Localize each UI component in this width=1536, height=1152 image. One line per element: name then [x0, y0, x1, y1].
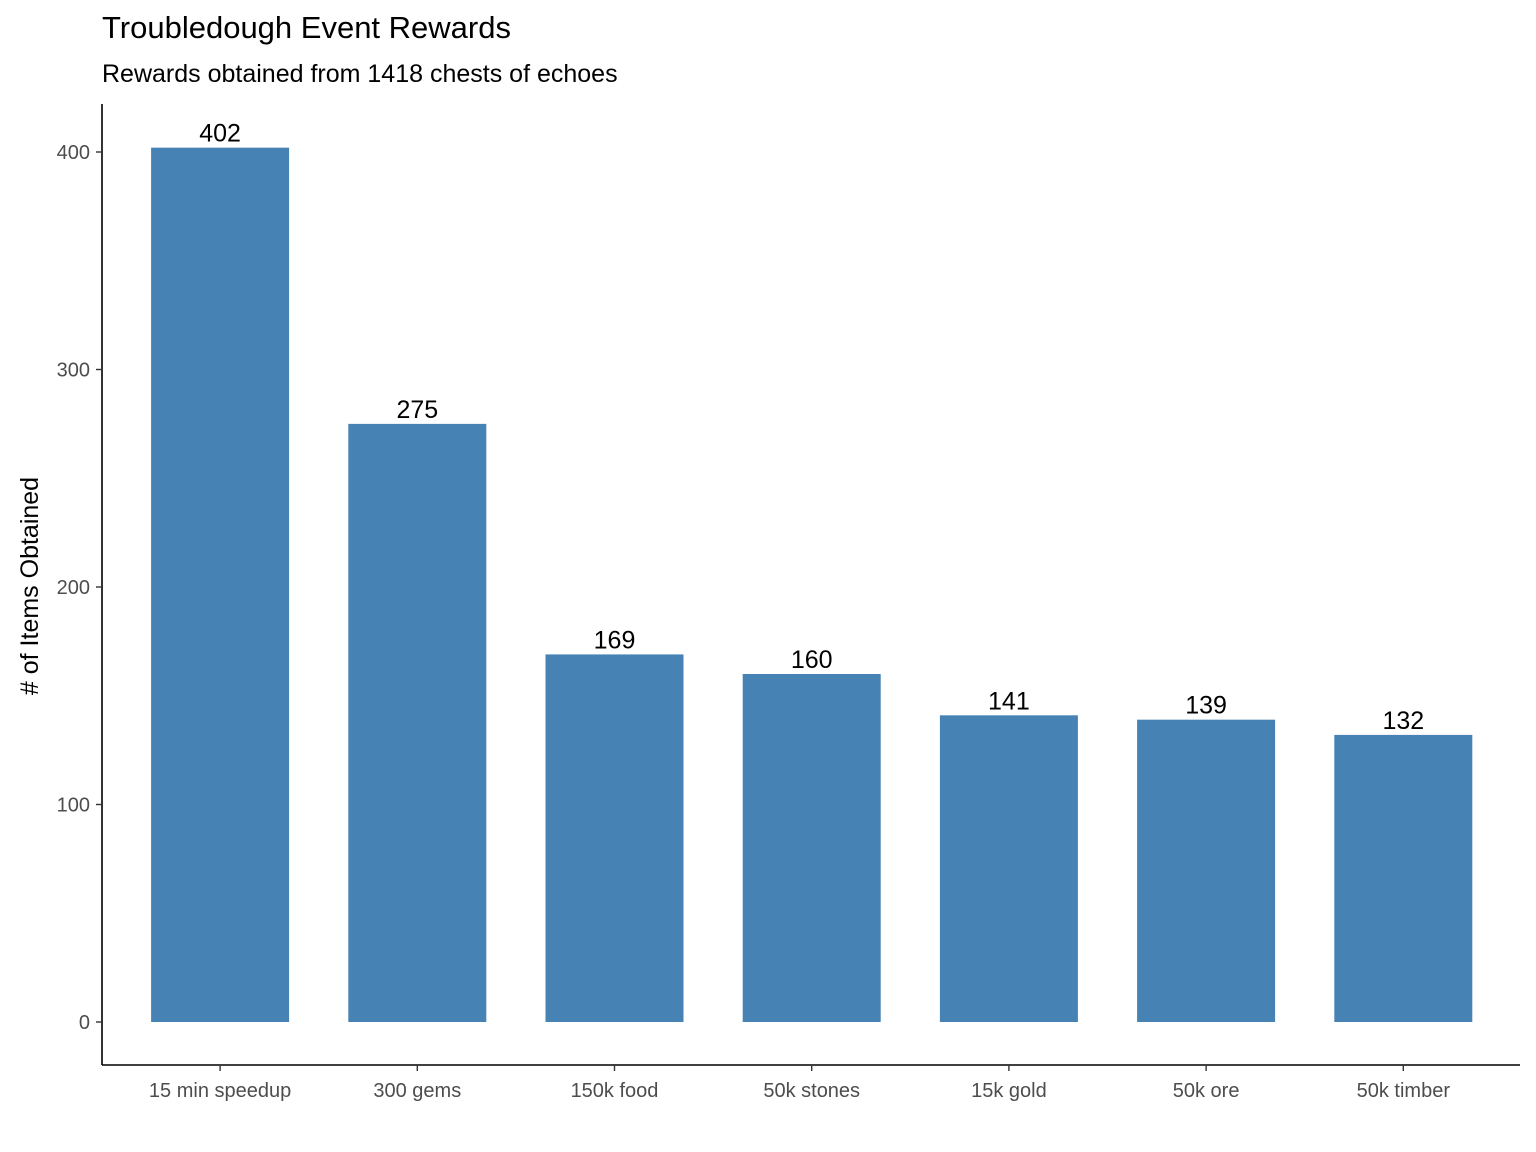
bars-layer: [151, 147, 1473, 1022]
y-tick-label: 400: [57, 142, 90, 164]
x-tick-label: 50k timber: [1357, 1080, 1451, 1102]
x-tick-label: 300 gems: [373, 1080, 461, 1102]
data-label: 402: [199, 120, 241, 148]
bar: [545, 654, 684, 1022]
x-tick-label: 15 min speedup: [149, 1080, 291, 1102]
y-tick-label: 200: [57, 577, 90, 599]
y-axis-title: # of Items Obtained: [16, 477, 44, 695]
bar: [348, 423, 487, 1022]
y-tick-label: 300: [57, 360, 90, 382]
chart-title: Troubledough Event Rewards: [102, 10, 511, 45]
x-tick-label: 50k ore: [1173, 1080, 1240, 1102]
x-tick-label: 50k stones: [763, 1080, 860, 1102]
x-tick-label: 150k food: [571, 1080, 659, 1102]
y-tick-label: 0: [79, 1012, 90, 1034]
data-label: 275: [396, 396, 438, 424]
data-label: 169: [594, 626, 636, 654]
data-labels-layer: 402 275 169 160 141 139 132: [199, 120, 1424, 735]
data-label: 132: [1382, 707, 1424, 735]
bar: [1137, 719, 1276, 1022]
bar: [742, 674, 881, 1022]
data-label: 160: [791, 646, 833, 674]
bar: [939, 715, 1078, 1022]
data-label: 141: [988, 687, 1030, 715]
data-label: 139: [1185, 692, 1227, 720]
x-tick-label: 15k gold: [971, 1080, 1047, 1102]
bar: [1334, 734, 1473, 1022]
axes-layer: 0 100 200 300 400 15 min speedup 300 gems 150k …: [57, 104, 1520, 1102]
y-tick-label: 100: [57, 795, 90, 817]
chart-subtitle: Rewards obtained from 1418 chests of ech…: [102, 60, 618, 88]
bar: [151, 147, 290, 1022]
